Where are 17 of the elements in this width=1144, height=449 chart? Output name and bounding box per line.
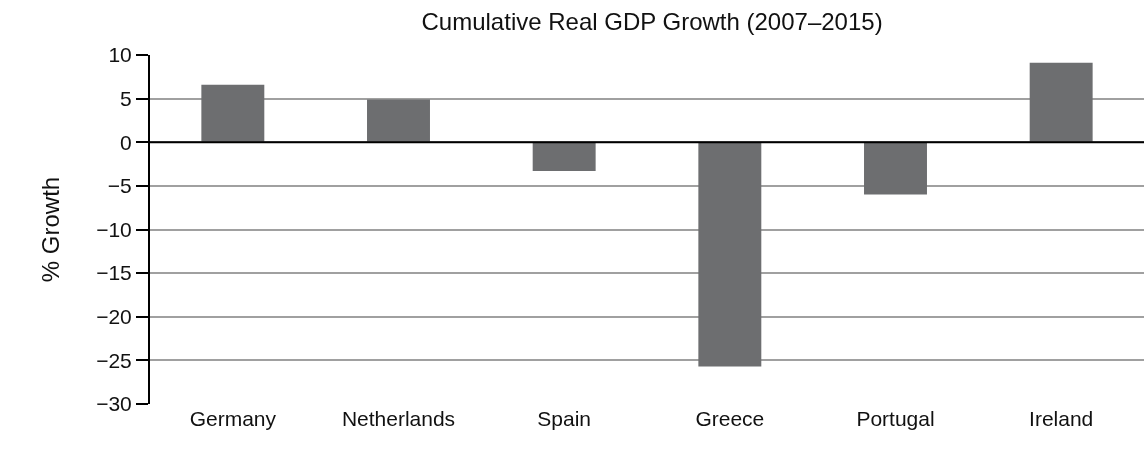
x-tick-label: Netherlands — [341, 407, 456, 430]
chart-title: Cumulative Real GDP Growth (2007–2015) — [421, 8, 883, 36]
y-tick-label: −30 — [96, 392, 132, 416]
y-tick-label: −5 — [107, 174, 132, 198]
x-tick-label: Ireland — [1029, 407, 1094, 430]
x-tick-label: Germany — [189, 407, 277, 430]
y-tick-label: −25 — [96, 348, 132, 372]
x-tick-label: Greece — [695, 407, 765, 430]
x-tick-label: Spain — [537, 407, 592, 430]
y-tick-label: 10 — [108, 43, 132, 67]
y-tick-label: 5 — [120, 86, 132, 110]
y-tick-label: −15 — [96, 261, 132, 285]
y-tick-label: 0 — [120, 130, 132, 154]
y-tick-label: −10 — [96, 217, 132, 241]
x-tick-label: Portugal — [856, 407, 935, 430]
y-axis-title: % Growth — [36, 176, 64, 283]
y-tick-label: −20 — [96, 305, 132, 329]
